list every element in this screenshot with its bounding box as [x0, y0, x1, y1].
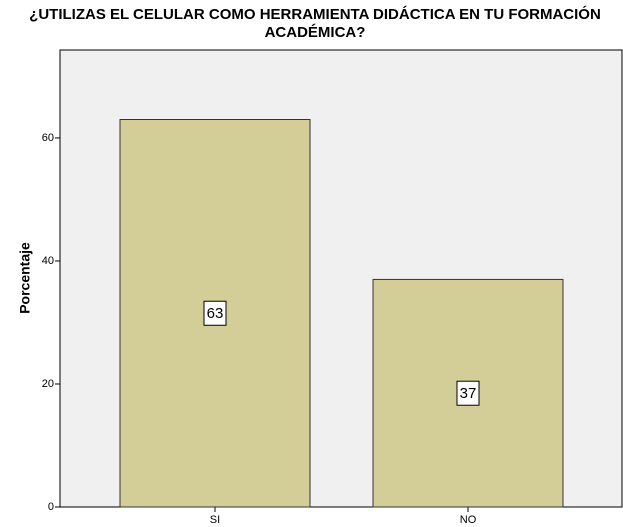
chart-title: ACADÉMICA?: [265, 24, 366, 41]
chart-title: ¿UTILIZAS EL CELULAR COMO HERRAMIENTA DI…: [29, 5, 601, 23]
value-label: 37: [460, 385, 477, 402]
x-tick-label: SI: [210, 514, 220, 526]
value-label-box: [456, 380, 480, 406]
y-axis-label: Porcentaje: [17, 242, 33, 314]
y-tick-label: 0: [48, 501, 54, 513]
y-tick-label: 20: [42, 378, 54, 390]
y-tick-label: 40: [42, 255, 54, 267]
value-label-box: [203, 300, 227, 326]
value-label: 63: [207, 305, 224, 322]
x-tick-label: NO: [460, 514, 477, 526]
y-tick-label: 60: [42, 132, 54, 144]
